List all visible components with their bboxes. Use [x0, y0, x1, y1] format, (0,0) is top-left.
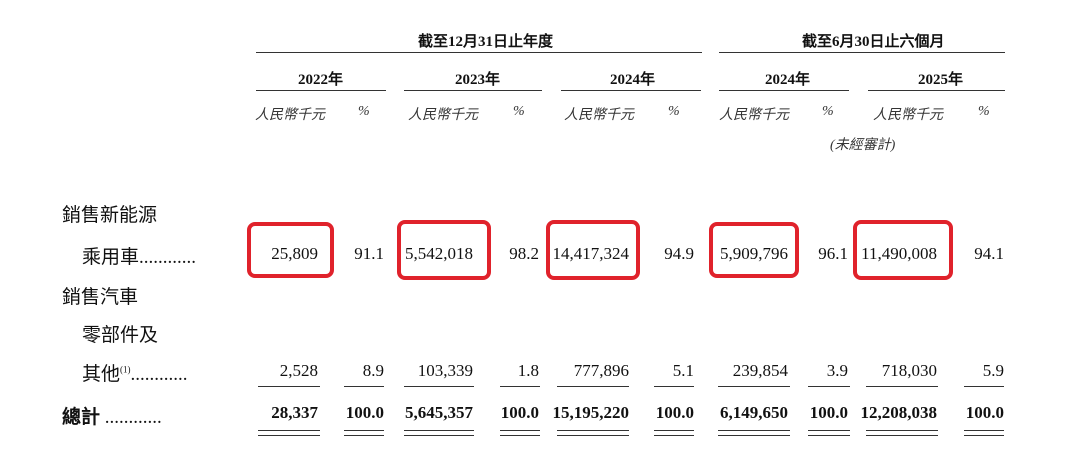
year-2023: 2023年	[455, 72, 501, 88]
parts-2024-pct: 5.1	[672, 361, 694, 380]
row-total-text: 總計	[62, 407, 101, 428]
nev-2024h1-pct: 96.1	[818, 244, 848, 263]
row-parts-leader: ............	[130, 364, 188, 385]
year-2022-rule	[256, 90, 386, 91]
highlight-box-2022	[247, 222, 334, 278]
unit-2022: 人民幣千元	[255, 108, 325, 123]
year-2024-rule	[561, 90, 701, 91]
subtotal-rule-2023	[404, 386, 474, 387]
nev-2024h1-value: 5,909,796	[720, 244, 788, 263]
unit-2023: 人民幣千元	[408, 108, 478, 123]
year-2024-h1: 2024年	[765, 72, 811, 88]
total-dbl-2022	[258, 430, 320, 436]
total-2024-value: 15,195,220	[552, 403, 630, 422]
nev-2024-value: 14,417,324	[552, 244, 630, 263]
subtotal-rule-2022-pct	[344, 386, 384, 387]
parts-2024-value: 777,896	[573, 361, 629, 380]
subtotal-rule-2024h1	[718, 386, 790, 387]
pct-2023: %	[513, 104, 525, 119]
nev-2023-pct: 98.2	[509, 244, 539, 263]
nev-2025h1-pct: 94.1	[974, 244, 1004, 263]
subtotal-rule-2022	[258, 386, 320, 387]
header-half-rule	[719, 52, 1005, 53]
parts-2024h1-value: 239,854	[732, 361, 788, 380]
total-2023-pct: 100.0	[500, 403, 539, 422]
pct-2022: %	[358, 104, 370, 119]
total-2025h1-pct: 100.0	[965, 403, 1004, 422]
row-parts-label-3-text: 其他	[82, 364, 121, 385]
year-2024: 2024年	[610, 72, 656, 88]
parts-2023-pct: 1.8	[517, 361, 539, 380]
subtotal-rule-2023-pct	[500, 386, 540, 387]
subtotal-rule-2024-pct	[654, 386, 694, 387]
pct-2025-h1: %	[978, 104, 990, 119]
unaudited-note: (未經審計)	[830, 138, 896, 153]
total-2025h1-value: 12,208,038	[860, 403, 938, 422]
parts-2024h1-pct: 3.9	[826, 361, 848, 380]
total-dbl-2023-pct	[500, 430, 540, 436]
year-2025-h1-rule	[868, 90, 1005, 91]
pct-2024-h1: %	[822, 104, 834, 119]
total-dbl-2024	[557, 430, 629, 436]
parts-2025h1-value: 718,030	[881, 361, 937, 380]
total-2022-pct: 100.0	[345, 403, 384, 422]
row-total-leader: ............	[104, 407, 162, 428]
subtotal-rule-2025h1-pct	[964, 386, 1004, 387]
unit-2024-h1: 人民幣千元	[719, 108, 789, 123]
total-dbl-2023	[404, 430, 474, 436]
subtotal-rule-2024h1-pct	[808, 386, 850, 387]
parts-2022-value: 2,528	[279, 361, 318, 380]
total-2024h1-pct: 100.0	[809, 403, 848, 422]
nev-2022-pct: 91.1	[354, 244, 384, 263]
total-dbl-2024h1	[718, 430, 790, 436]
year-2022: 2022年	[298, 72, 344, 88]
parts-2022-pct: 8.9	[362, 361, 384, 380]
row-nev-label-2: 乘用車............	[82, 247, 197, 268]
total-dbl-2025h1	[866, 430, 938, 436]
subtotal-rule-2025h1	[866, 386, 938, 387]
row-parts-footnote: (1)	[120, 364, 131, 375]
nev-2022-value: 25,809	[271, 244, 318, 263]
total-2024h1-value: 6,149,650	[720, 403, 788, 422]
highlight-box-2023	[397, 220, 491, 280]
header-year-rule	[256, 52, 702, 53]
unit-2025-h1: 人民幣千元	[873, 108, 943, 123]
row-parts-label-2: 零部件及	[82, 325, 159, 346]
row-nev-label-1: 銷售新能源	[62, 205, 158, 226]
nev-2023-value: 5,542,018	[405, 244, 473, 263]
pct-2024: %	[668, 104, 680, 119]
row-parts-label-1: 銷售汽車	[62, 287, 139, 308]
year-2024-h1-rule	[719, 90, 849, 91]
nev-2025h1-value: 11,490,008	[861, 244, 937, 263]
row-total-label: 總計 ............	[62, 402, 162, 429]
header-year-group: 截至12月31日止年度	[418, 34, 554, 50]
row-parts-label-3: 其他(1)............	[82, 359, 188, 386]
highlight-box-2025-h1	[853, 220, 953, 280]
highlight-box-2024	[546, 220, 640, 280]
total-2024-pct: 100.0	[655, 403, 694, 422]
total-2022-value: 28,337	[271, 403, 318, 422]
total-dbl-2022-pct	[344, 430, 384, 436]
nev-2024-pct: 94.9	[664, 244, 694, 263]
year-2025-h1: 2025年	[918, 72, 964, 88]
header-half-group: 截至6月30日止六個月	[802, 34, 945, 50]
subtotal-rule-2024	[557, 386, 629, 387]
total-dbl-2024-pct	[654, 430, 694, 436]
highlight-box-2024-h1	[709, 222, 799, 278]
total-dbl-2024h1-pct	[808, 430, 850, 436]
total-dbl-2025h1-pct	[964, 430, 1004, 436]
parts-2025h1-pct: 5.9	[982, 361, 1004, 380]
parts-2023-value: 103,339	[417, 361, 473, 380]
unit-2024: 人民幣千元	[564, 108, 634, 123]
total-2023-value: 5,645,357	[405, 403, 473, 422]
year-2023-rule	[404, 90, 542, 91]
